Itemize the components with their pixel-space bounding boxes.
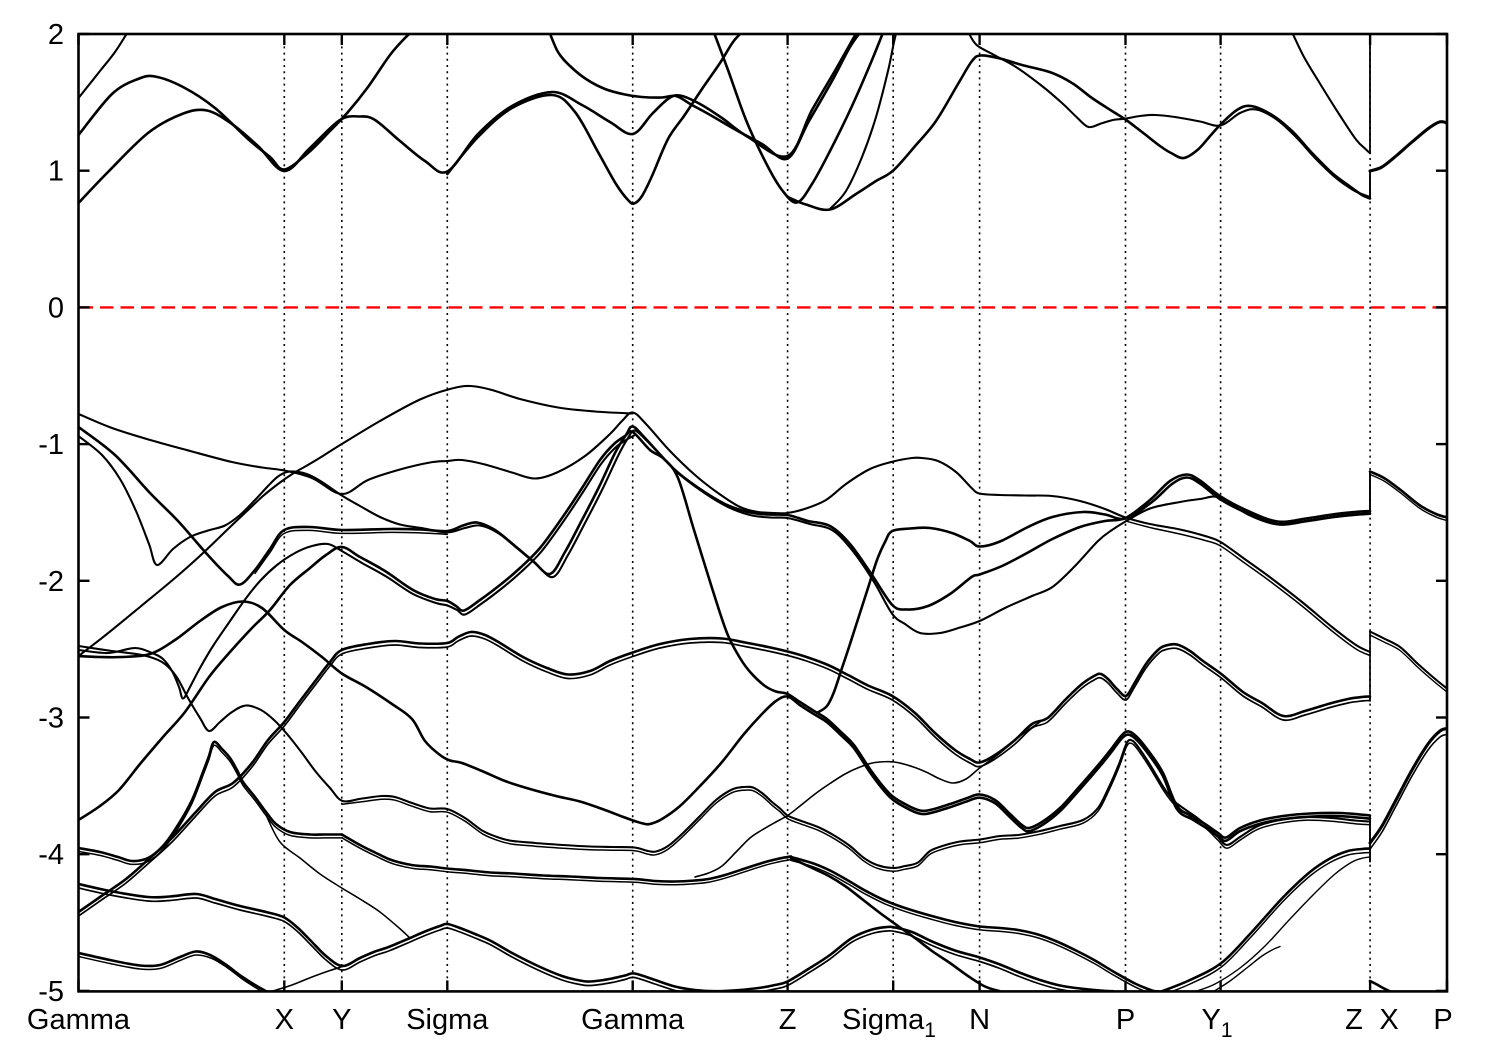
svg-text:N: N <box>969 1004 990 1036</box>
svg-text:0: 0 <box>48 292 64 324</box>
svg-text:X: X <box>275 1004 294 1036</box>
svg-text:-4: -4 <box>38 839 64 871</box>
svg-text:Gamma: Gamma <box>27 1004 131 1036</box>
svg-text:-5: -5 <box>38 976 64 1008</box>
svg-text:Y1: Y1 <box>1201 1004 1232 1042</box>
svg-text:Y: Y <box>332 1004 351 1036</box>
svg-text:-2: -2 <box>38 566 64 598</box>
svg-text:Sigma: Sigma <box>406 1004 489 1036</box>
svg-text:X: X <box>1379 1004 1398 1036</box>
svg-text:Gamma: Gamma <box>581 1004 685 1036</box>
svg-text:Sigma1: Sigma1 <box>842 1004 936 1042</box>
svg-text:-3: -3 <box>38 703 64 735</box>
svg-text:Z: Z <box>1345 1004 1363 1036</box>
svg-text:2: 2 <box>48 19 64 51</box>
svg-text:P: P <box>1116 1004 1135 1036</box>
svg-text:Z: Z <box>779 1004 797 1036</box>
svg-text:P: P <box>1433 1004 1452 1036</box>
svg-text:-1: -1 <box>38 429 64 461</box>
svg-text:1: 1 <box>48 156 64 188</box>
